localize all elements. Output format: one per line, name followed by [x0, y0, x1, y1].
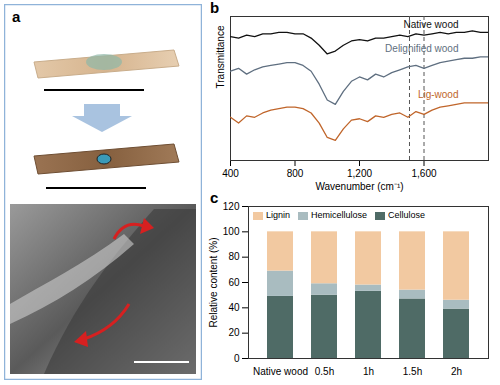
svg-text:1,600: 1,600 [411, 168, 436, 179]
svg-text:0.5h: 0.5h [315, 366, 334, 377]
svg-text:20: 20 [228, 327, 240, 338]
html-text:Cellulose: Cellulose [388, 210, 426, 220]
svg-text:Lig-wood: Lig-wood [418, 89, 459, 100]
html-text:c: c [210, 189, 219, 206]
svg-text:Native wood: Native wood [403, 19, 458, 30]
svg-text:Relative content (%): Relative content (%) [208, 237, 219, 327]
html-text:b: b [210, 0, 220, 16]
svg-text:Delignified wood: Delignified wood [385, 43, 458, 54]
svg-text:80: 80 [228, 251, 240, 262]
svg-text:400: 400 [222, 168, 239, 179]
html-text:a: a [12, 8, 21, 25]
svg-text:0: 0 [234, 353, 240, 364]
svg-text:1,200: 1,200 [347, 168, 372, 179]
html-text:Lignin: Lignin [266, 210, 290, 220]
svg-text:100: 100 [223, 226, 240, 237]
svg-text:Wavenumber (cm⁻¹): Wavenumber (cm⁻¹) [315, 181, 403, 192]
svg-text:Transmittance: Transmittance [215, 25, 226, 88]
svg-text:800: 800 [287, 168, 304, 179]
svg-text:60: 60 [228, 277, 240, 288]
svg-text:120: 120 [223, 201, 240, 212]
svg-text:1h: 1h [363, 366, 374, 377]
svg-text:40: 40 [228, 302, 240, 313]
svg-text:1.5h: 1.5h [403, 366, 422, 377]
html-text:Hemicellulose: Hemicellulose [311, 210, 368, 220]
svg-text:2h: 2h [451, 366, 462, 377]
svg-text:Native wood: Native wood [253, 366, 308, 377]
